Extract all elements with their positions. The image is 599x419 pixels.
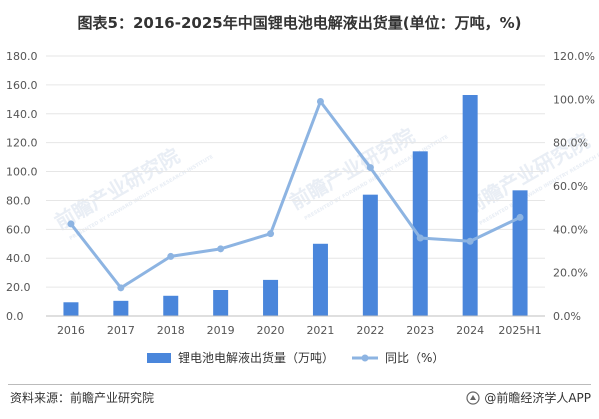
line-point <box>466 237 474 245</box>
bar <box>213 290 229 316</box>
y-left-tick-label: 180.0 <box>6 50 38 63</box>
y-left-tick-label: 80.0 <box>6 194 31 207</box>
x-tick-label: 2018 <box>157 324 185 337</box>
x-tick-label: 2020 <box>257 324 285 337</box>
line-point <box>167 252 175 260</box>
y-left-tick-label: 0.0 <box>6 310 24 323</box>
line-point <box>416 234 424 242</box>
axes: 0.0 20.0 40.0 60.0 80.0 100.0 120.0 140.0 160.0 1… <box>6 50 595 337</box>
y-left-tick-label: 140.0 <box>6 108 38 121</box>
x-tick-label: 2022 <box>356 324 384 337</box>
chart-title: 图表5：2016-2025年中国锂电池电解液出货量(单位：万吨，%) <box>77 14 522 32</box>
legend: 锂电池电解液出货量（万吨） 同比（%） <box>147 350 444 365</box>
line-series <box>67 98 524 292</box>
y-left-tick-label: 160.0 <box>6 79 38 92</box>
line-point <box>267 230 275 238</box>
bar <box>412 151 428 316</box>
legend-line-label: 同比（%） <box>385 351 444 365</box>
legend-bar-label: 锂电池电解液出货量（万吨） <box>178 350 334 365</box>
y-right-tick-label: 100.0% <box>553 93 595 106</box>
line-point <box>67 220 75 228</box>
y-left-tick-label: 20.0 <box>6 281 31 294</box>
line-point <box>217 245 225 253</box>
line-point <box>117 284 125 292</box>
line-point <box>366 164 374 172</box>
brand-mark: @前瞻经济学人APP <box>466 389 591 406</box>
y-left-tick-label: 40.0 <box>6 252 31 265</box>
bar <box>462 95 478 316</box>
line-path <box>69 100 521 290</box>
bar <box>63 302 79 316</box>
line-point <box>316 98 324 105</box>
y-left-tick-label: 60.0 <box>6 223 31 236</box>
bar-series <box>63 95 528 316</box>
source-note: 资料来源：前瞻产业研究院 <box>10 391 155 405</box>
legend-line-marker <box>361 354 369 362</box>
footer-divider <box>8 384 591 385</box>
bar <box>362 194 378 316</box>
y-right-tick-label: 0.0% <box>553 310 581 323</box>
bar <box>263 279 279 316</box>
brand-text: @前瞻经济学人APP <box>484 391 591 405</box>
legend-bar-swatch <box>147 353 171 363</box>
x-tick-label: 2021 <box>306 324 334 337</box>
y-right-tick-label: 80.0% <box>553 137 588 150</box>
y-left-tick-label: 100.0 <box>6 166 38 179</box>
x-tick-label: 2025H1 <box>498 324 541 337</box>
x-tick-label: 2017 <box>107 324 135 337</box>
y-right-tick-label: 120.0% <box>553 50 595 63</box>
bar <box>512 190 528 316</box>
y-left-tick-label: 120.0 <box>6 137 38 150</box>
brand-logo-icon <box>466 390 480 405</box>
x-tick-label: 2023 <box>406 324 434 337</box>
x-tick-label: 2024 <box>456 324 484 337</box>
bar <box>163 295 179 316</box>
x-tick-label: 2016 <box>57 324 85 337</box>
y-right-tick-label: 60.0% <box>553 180 588 193</box>
x-tick-label: 2019 <box>207 324 235 337</box>
bar <box>312 243 328 316</box>
line-point <box>516 213 524 221</box>
y-right-tick-label: 20.0% <box>553 267 588 280</box>
bar <box>113 300 129 316</box>
y-right-tick-label: 40.0% <box>553 223 588 236</box>
